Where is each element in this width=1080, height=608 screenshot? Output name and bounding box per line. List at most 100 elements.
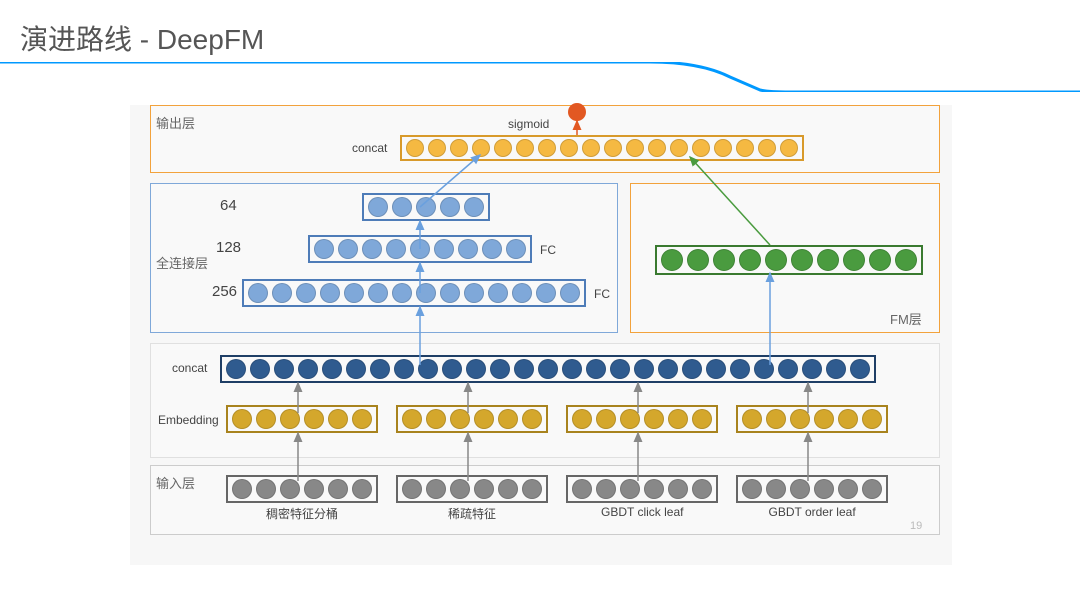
- node: [346, 359, 366, 379]
- row-fm: [655, 245, 923, 275]
- row-in2: [396, 475, 548, 503]
- node: [328, 479, 348, 499]
- node: [826, 359, 846, 379]
- node: [560, 283, 580, 303]
- node: [498, 479, 518, 499]
- node: [620, 479, 640, 499]
- node: [494, 139, 512, 157]
- row-num-fc256: 256: [212, 283, 237, 300]
- row-emb1: [226, 405, 378, 433]
- page-title: 演进路线 - DeepFM: [20, 18, 264, 58]
- row-fc64: [362, 193, 490, 221]
- embedding-label: Embedding: [158, 413, 219, 427]
- node: [790, 409, 810, 429]
- row-fc128: [308, 235, 532, 263]
- node: [514, 359, 534, 379]
- node: [464, 283, 484, 303]
- node: [644, 409, 664, 429]
- node: [742, 409, 762, 429]
- node: [440, 197, 460, 217]
- node: [754, 359, 774, 379]
- node: [658, 359, 678, 379]
- node: [304, 479, 324, 499]
- node: [256, 409, 276, 429]
- node: [458, 239, 478, 259]
- row-right-fc128: FC: [540, 243, 556, 257]
- page-number: 19: [910, 520, 922, 532]
- node: [232, 409, 252, 429]
- row-num-fc128: 128: [216, 239, 241, 256]
- node: [464, 197, 484, 217]
- node: [802, 359, 822, 379]
- row-bottom-in1: 稠密特征分桶: [266, 505, 338, 522]
- node: [536, 283, 556, 303]
- row-label-concat_mid: concat: [172, 361, 207, 375]
- layer-label-output: 输出层: [156, 113, 195, 132]
- title-underline: [0, 62, 1080, 92]
- node: [226, 359, 246, 379]
- node: [644, 479, 664, 499]
- node: [498, 409, 518, 429]
- node: [386, 239, 406, 259]
- node: [418, 359, 438, 379]
- node: [352, 479, 372, 499]
- node: [742, 479, 762, 499]
- row-concat_mid: [220, 355, 876, 383]
- node: [766, 409, 786, 429]
- row-in1: [226, 475, 378, 503]
- diagram: 输出层全连接层FM层输入层concatsigmoid64128FC256FCco…: [130, 105, 952, 565]
- node: [586, 359, 606, 379]
- node: [765, 249, 787, 271]
- node: [572, 479, 592, 499]
- node: [368, 197, 388, 217]
- node: [434, 239, 454, 259]
- node: [692, 139, 710, 157]
- node: [272, 283, 292, 303]
- row-fc256: [242, 279, 586, 307]
- node: [538, 359, 558, 379]
- node: [610, 359, 630, 379]
- node: [790, 479, 810, 499]
- node: [604, 139, 622, 157]
- node: [344, 283, 364, 303]
- node: [522, 409, 542, 429]
- node: [488, 283, 508, 303]
- node: [256, 479, 276, 499]
- node: [648, 139, 666, 157]
- node: [428, 139, 446, 157]
- node: [668, 409, 688, 429]
- node: [362, 239, 382, 259]
- node: [780, 139, 798, 157]
- node: [582, 139, 600, 157]
- node: [869, 249, 891, 271]
- node: [714, 139, 732, 157]
- node: [442, 359, 462, 379]
- row-emb4: [736, 405, 888, 433]
- node: [596, 409, 616, 429]
- node: [322, 359, 342, 379]
- node: [572, 409, 592, 429]
- node: [274, 359, 294, 379]
- node: [817, 249, 839, 271]
- row-concat_out: [400, 135, 804, 161]
- node: [370, 359, 390, 379]
- node: [862, 479, 882, 499]
- node: [474, 409, 494, 429]
- node: [730, 359, 750, 379]
- node: [626, 139, 644, 157]
- node: [522, 479, 542, 499]
- node: [250, 359, 270, 379]
- node: [466, 359, 486, 379]
- node: [474, 479, 494, 499]
- node: [634, 359, 654, 379]
- node: [687, 249, 709, 271]
- node: [426, 479, 446, 499]
- node: [560, 139, 578, 157]
- node: [506, 239, 526, 259]
- layer-label-fc: 全连接层: [156, 253, 208, 272]
- node: [814, 409, 834, 429]
- sigmoid-node: [568, 103, 586, 121]
- row-bottom-in4: GBDT order leaf: [769, 505, 856, 519]
- node: [538, 139, 556, 157]
- node: [661, 249, 683, 271]
